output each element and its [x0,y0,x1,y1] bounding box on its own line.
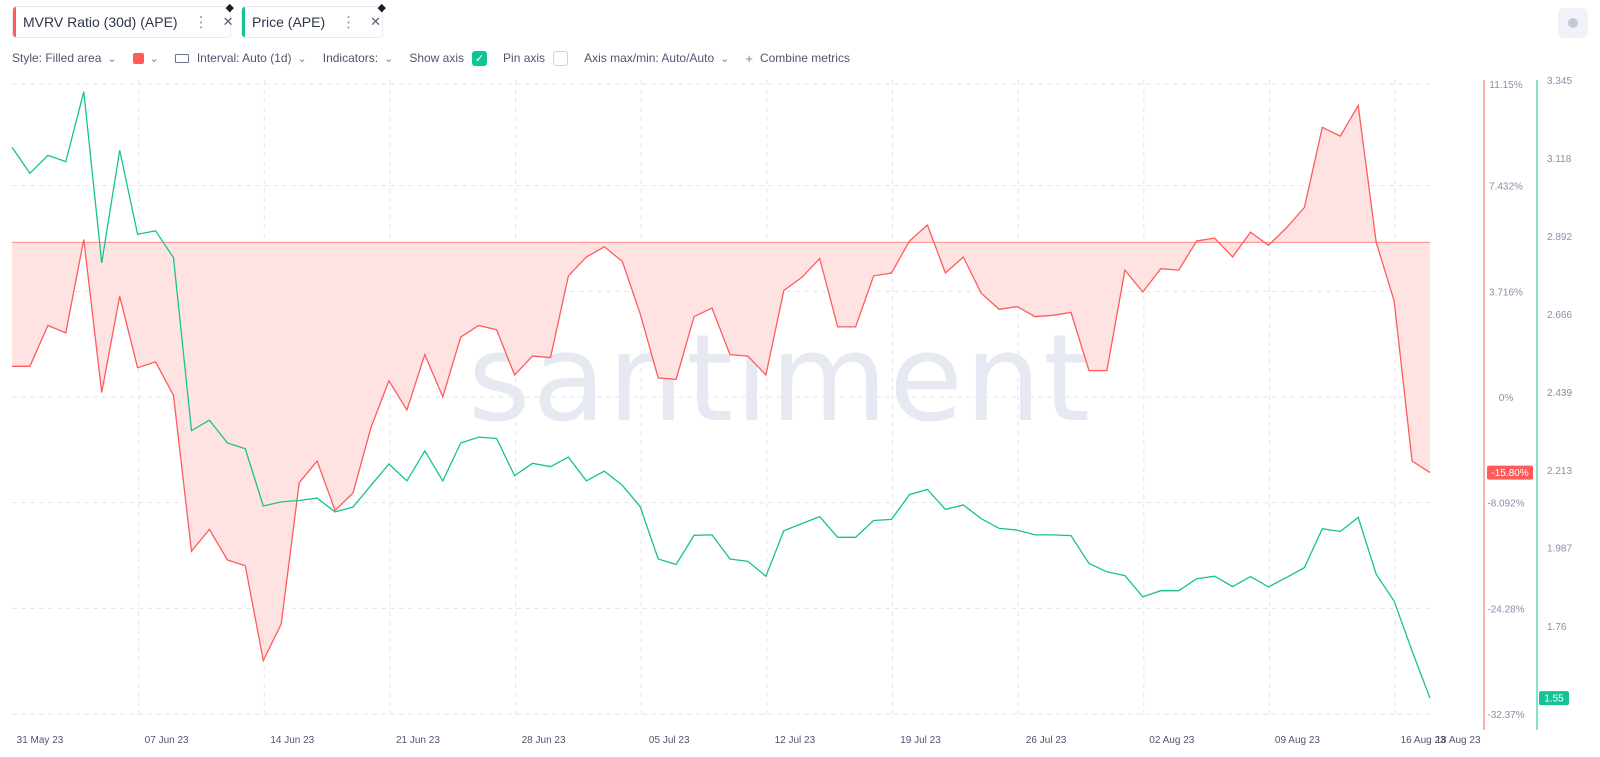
pin-axis-label: Pin axis [503,51,546,65]
more-icon[interactable]: ⋮ [341,14,357,31]
calendar-icon [174,53,189,63]
x-tick-label: 09 Aug 23 [1275,735,1320,746]
chart-toolbar: Style: Filled area ⌄ ⌄ Interval: Auto (1… [12,48,866,68]
settings-button[interactable] [1558,8,1588,38]
x-tick-label: 12 Jul 23 [775,735,816,746]
settings-dot-icon [1568,18,1578,28]
chevron-down-icon: ⌄ [149,52,159,65]
indicators-dropdown[interactable]: Indicators: ⌄ [323,51,394,65]
close-icon[interactable]: ✕ [222,14,234,29]
mvrv-y-tick-label: 3.716% [1489,287,1523,298]
price-y-tick-label: 1.987 [1547,544,1572,555]
x-tick-label: 21 Jun 23 [396,735,440,746]
x-tick-label: 14 Jun 23 [270,735,314,746]
close-icon[interactable]: ✕ [370,14,382,29]
show-axis-label: Show axis [409,51,465,65]
mvrv-y-tick-label: -8.092% [1487,499,1524,510]
ethereum-icon: ◆ [225,2,234,14]
price-y-axis: 3.345 3.118 2.892 2.666 2.439 2.213 1.987 1.76 [1547,76,1572,633]
color-picker[interactable]: ⌄ [132,52,159,65]
x-tick-label: 26 Jul 23 [1026,735,1067,746]
color-swatch [132,52,144,64]
price-y-tick-label: 2.892 [1547,232,1572,243]
more-icon[interactable]: ⋮ [193,14,209,31]
axis-maxmin-label: Axis max/min: Auto/Auto [584,51,715,65]
x-tick-label: 31 May 23 [17,735,64,746]
price-y-tick-label: 2.666 [1547,310,1572,321]
x-tick-label: 07 Jun 23 [145,735,189,746]
mvrv-y-tick-label: -24.28% [1487,604,1524,615]
pin-axis-checkbox[interactable] [553,50,569,66]
x-tick-label: 19 Jul 23 [900,735,941,746]
show-axis-toggle[interactable]: Show axis ✓ [409,50,488,66]
mvrv-series-line[interactable] [12,103,1431,663]
mvrv-y-tick-label: 7.432% [1489,182,1523,193]
price-last-value-badge: 1.55 [1539,691,1569,706]
mvrv-area-fill [12,105,1430,661]
mvrv-last-value: -15.80% [1491,468,1528,479]
axis-maxmin-dropdown[interactable]: Axis max/min: Auto/Auto ⌄ [584,51,729,65]
style-label: Style: Filled area [12,51,102,65]
x-tick-label: 28 Jun 23 [522,735,566,746]
price-y-tick-label: 3.118 [1547,154,1572,165]
metric-color-bar [242,7,245,37]
plus-icon: + [745,50,753,66]
style-dropdown[interactable]: Style: Filled area ⌄ [12,51,117,65]
ethereum-icon: ◆ [377,2,386,14]
x-tick-label: 16 Aug 23 [1401,735,1446,746]
show-axis-checkbox[interactable]: ✓ [472,50,488,66]
metric-label: MVRV Ratio (30d) (APE) [23,14,178,30]
metric-color-bar [13,7,16,37]
mvrv-last-value-badge: -15.80% [1487,465,1533,480]
price-last-value: 1.55 [1544,694,1564,705]
metric-chip-mvrv[interactable]: MVRV Ratio (30d) (APE) ⋮ ✕ ◆ [12,2,234,38]
metric-chip-price[interactable]: Price (APE) ⋮ ✕ ◆ [241,2,386,38]
chevron-down-icon: ⌄ [107,52,117,65]
combine-metrics-button[interactable]: + Combine metrics [745,51,850,66]
price-y-tick-label: 1.76 [1547,622,1567,633]
x-tick-label: 02 Aug 23 [1149,735,1194,746]
mvrv-y-tick-label: -32.37% [1487,710,1524,721]
pin-axis-toggle[interactable]: Pin axis [503,50,569,66]
metric-label: Price (APE) [252,14,326,30]
price-y-tick-label: 2.213 [1547,466,1572,477]
chevron-down-icon: ⌄ [720,52,730,65]
mvrv-y-tick-label: 0% [1499,393,1514,404]
interval-dropdown[interactable]: Interval: Auto (1d) ⌄ [174,51,307,65]
mvrv-y-axis: 11.15% 7.432% 3.716% 0% -8.092% -24.28% -32.37… [1487,80,1524,721]
price-y-tick-label: 2.439 [1547,388,1572,399]
chevron-down-icon: ⌄ [384,52,394,65]
x-tick-label: 05 Jul 23 [649,735,690,746]
price-y-tick-label: 3.345 [1547,76,1572,87]
price-series-line[interactable] [11,91,1431,699]
watermark: santiment [468,310,1092,449]
mvrv-y-tick-label: 11.15% [1489,80,1522,91]
chevron-down-icon: ⌄ [297,52,307,65]
indicators-label: Indicators: [322,51,379,65]
interval-label: Interval: Auto (1d) [196,51,292,65]
x-axis: 31 May 23 07 Jun 23 14 Jun 23 21 Jun 23 28 J… [17,735,1481,746]
x-tick-label: 18 Aug 23 [1435,735,1480,746]
combine-metrics-label: Combine metrics [759,51,850,65]
